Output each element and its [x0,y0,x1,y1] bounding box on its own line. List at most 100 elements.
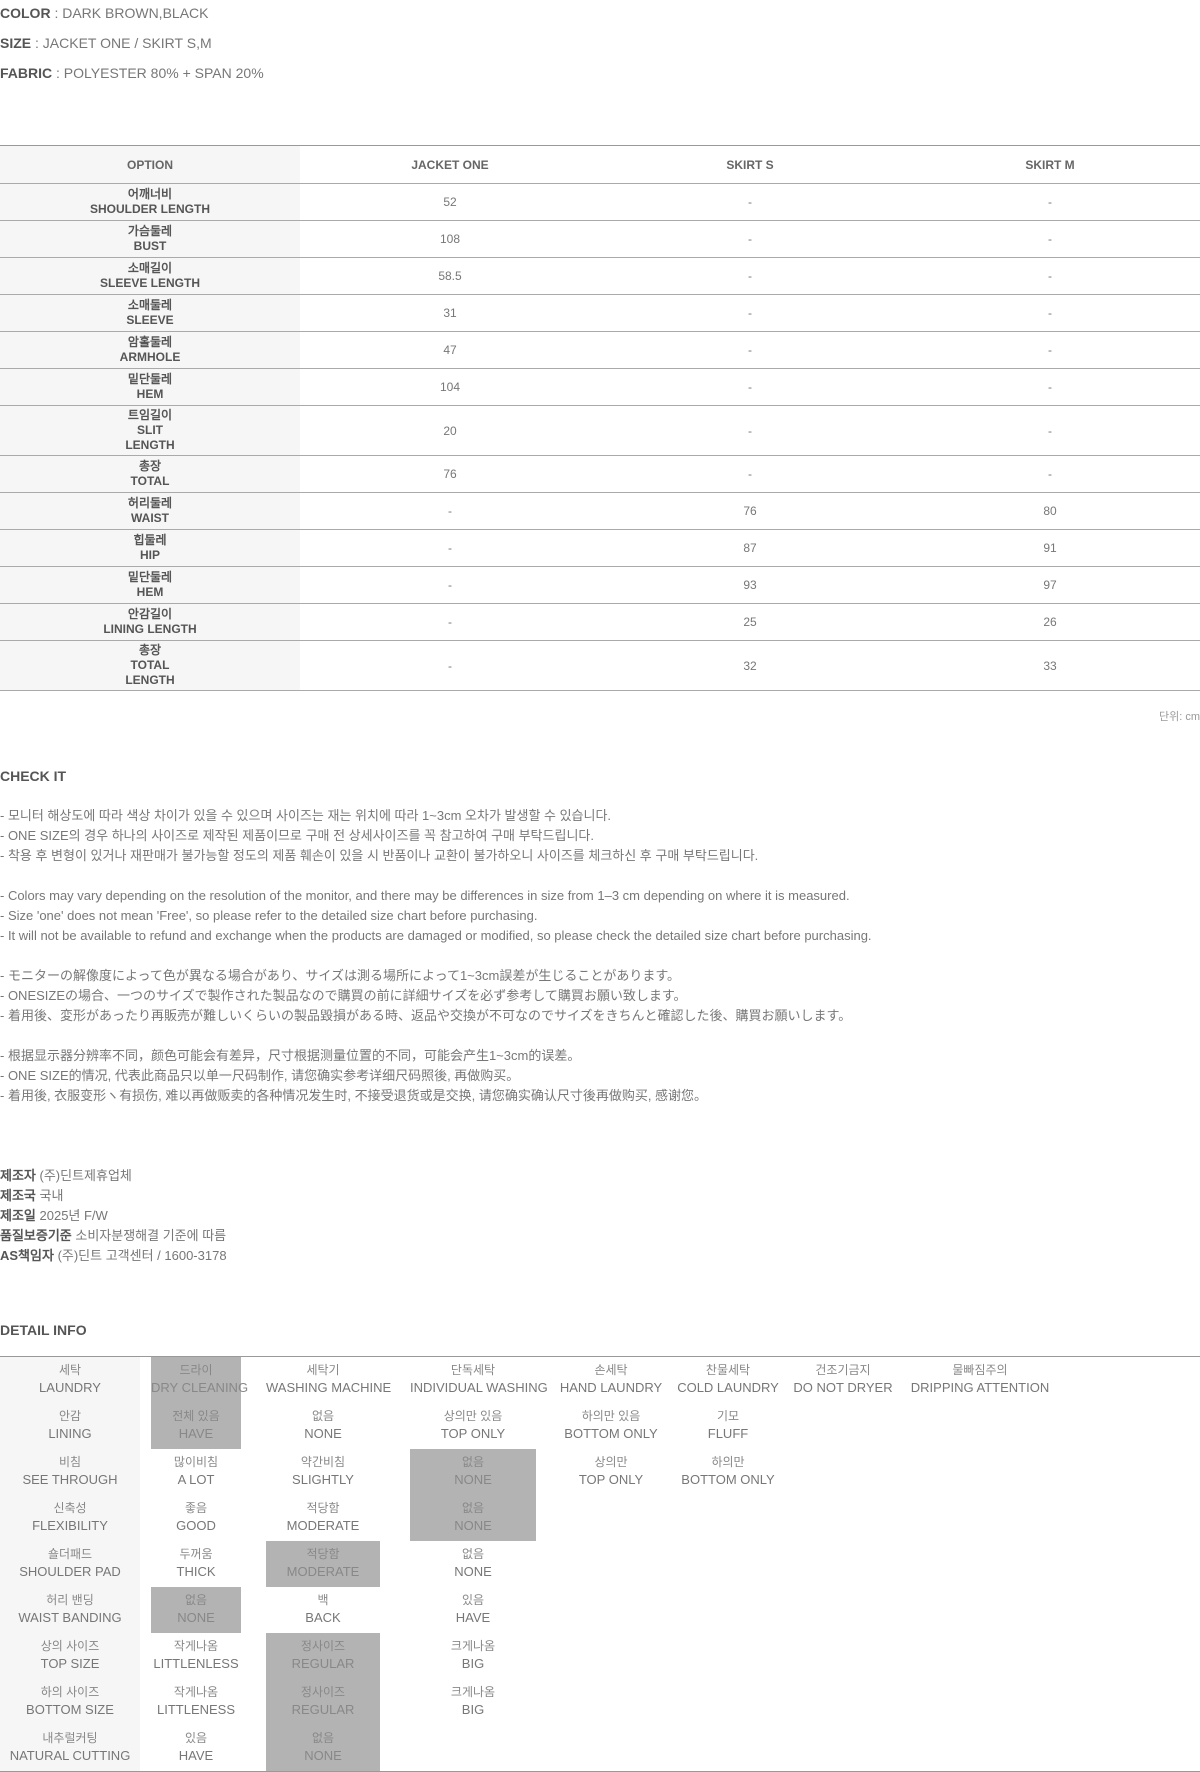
row-value: 20 [300,405,600,456]
note-line: - 着用後、変形があったり再販売が難しいくらいの製品毀損がある時、返品や交換が不… [0,1008,852,1023]
option-ko: 상의만 [594,1455,628,1469]
manufacturer-info: 제조자 (주)딘트제휴업체 제조국 국내 제조일 2025년 F/W 품질보증기준 소… [0,1166,227,1266]
option-en: LITTLENESS [156,1702,236,1717]
note-line: - ONESIZEの場合、一つのサイズで製作された製品なので購買の前に詳細サイズ… [0,988,687,1003]
detail-option: 백 BACK [266,1587,380,1633]
detail-row-label: 세탁 LAUNDRY [0,1357,140,1403]
detail-option: 두꺼움 THICK [151,1541,241,1587]
label-en: WAIST BANDING [18,1610,122,1625]
option-ko: 하의만 있음 [581,1409,641,1423]
option-en: NONE [454,1518,492,1533]
detail-info-title: DETAIL INFO [0,1322,87,1338]
detail-option: 없음 NONE [410,1541,536,1587]
detail-option: 있음 HAVE [410,1587,536,1633]
option-ko: 기모 [716,1409,740,1423]
size-table-row: 트임길이 SLIT LENGTH 20- - [0,405,1200,456]
detail-option-selected: 없음 NONE [410,1495,536,1541]
option-en: TOP ONLY [578,1472,644,1487]
size-table-row: 허리둘레 WAIST -76 80 [0,492,1200,530]
row-value: - [600,331,900,369]
maker-line: 제조일 2025년 F/W [0,1206,227,1226]
check-it-notes: - 모니터 해상도에 따라 색상 차이가 있을 수 있으며 사이즈는 재는 위치… [0,806,872,1106]
option-en: GOOD [176,1518,216,1533]
label-en: BOTTOM SIZE [26,1702,114,1717]
option-ko: 없음 [461,1547,485,1561]
detail-option: 건조기금지 DO NOT DRYER [785,1357,901,1403]
option-ko: 약간비침 [300,1455,346,1469]
option-ko: 건조기금지 [815,1363,871,1377]
option-en: BACK [305,1610,341,1625]
note-line: - モニターの解像度によって色が異なる場合があり、サイズは測る場所によって1~3… [0,968,681,983]
label-en: LINING [48,1426,92,1441]
label-ko: 하의 사이즈 [40,1685,100,1699]
option-ko: 드라이 [179,1363,213,1377]
option-ko: 없음 [184,1593,208,1607]
note-line: - It will not be available to refund and… [0,928,872,943]
option-en: HAVE [178,1426,214,1441]
spec-value: : DARK BROWN,BLACK [50,5,209,21]
row-value: 93 [600,566,900,604]
row-value: - [900,294,1200,332]
option-ko: 전체 있음 [172,1409,220,1423]
detail-option: 없음 NONE [266,1403,380,1449]
row-label: 트임길이 SLIT LENGTH [0,405,300,456]
detail-option: 많이비침 A LOT [151,1449,241,1495]
option-ko: 없음 [461,1455,485,1469]
detail-option-selected: 드라이 DRY CLEANING [151,1357,249,1403]
spec-size: SIZE : JACKET ONE / SKIRT S,M [0,35,212,51]
option-ko: 상의만 있음 [443,1409,503,1423]
row-value: - [900,405,1200,456]
option-en: THICK [176,1564,216,1579]
option-ko: 정사이즈 [300,1685,346,1699]
detail-option-selected: 정사이즈 REGULAR [266,1679,380,1725]
detail-option: 찬물세탁 COLD LAUNDRY [668,1357,788,1403]
detail-option: 크게나옴 BIG [410,1679,536,1725]
row-label: 암홀둘레 ARMHOLE [0,331,300,369]
spec-label: FABRIC [0,65,53,81]
label-en: SEE THROUGH [22,1472,118,1487]
maker-value: 소비자분쟁해결 기준에 따름 [71,1228,227,1243]
label-en: NATURAL CUTTING [9,1748,131,1763]
option-en: DO NOT DRYER [793,1380,893,1395]
option-en: LITTLENLESS [153,1656,239,1671]
detail-option: 손세탁 HAND LAUNDRY [548,1357,674,1403]
detail-row-label: 안감 LINING [0,1403,140,1449]
option-en: BIG [461,1656,485,1671]
size-table-row: 소매길이 SLEEVE LENGTH 58.5- - [0,257,1200,295]
row-label: 가슴둘레 BUST [0,220,300,258]
detail-option: 기모 FLUFF [668,1403,788,1449]
row-label: 총장 TOTAL [0,455,300,493]
spec-label: COLOR [0,5,51,21]
row-value: 91 [900,529,1200,567]
maker-line: 품질보증기준 소비자분쟁해결 기준에 따름 [0,1226,227,1246]
note-line: - 根据显示器分辨率不同，颜色可能会有差异，尺寸根据测量位置的不同，可能会产生1… [0,1048,581,1063]
spec-value: : JACKET ONE / SKIRT S,M [31,35,212,51]
size-table-row: 어깨너비 SHOULDER LENGTH 52- - [0,183,1200,221]
row-value: 80 [900,492,1200,530]
size-table-row: 안감길이 LINING LENGTH -25 26 [0,603,1200,641]
detail-info-grid: 세탁 LAUNDRY 드라이 DRY CLEANING 세탁기 WASHING MACHI… [0,1356,1200,1772]
detail-option: 적당함 MODERATE [266,1495,380,1541]
option-en: HAVE [455,1610,491,1625]
option-en: DRY CLEANING [151,1380,249,1395]
option-ko: 찬물세탁 [705,1363,751,1377]
option-en: HAVE [178,1748,214,1763]
option-ko: 단독세탁 [450,1363,496,1377]
label-ko: 상의 사이즈 [40,1639,100,1653]
note-line: - 着用後, 衣服变形ヽ有损伤, 难以再做贩卖的各种情况发生时, 不接受退货或是… [0,1088,708,1103]
row-value: - [300,529,600,567]
option-ko: 세탁기 [306,1363,340,1377]
detail-option: 상의만 있음 TOP ONLY [410,1403,536,1449]
size-table-row: 밑단둘레 HEM -93 97 [0,566,1200,604]
row-value: - [300,492,600,530]
detail-option: 하의만 있음 BOTTOM ONLY [548,1403,674,1449]
row-label: 어깨너비 SHOULDER LENGTH [0,183,300,221]
maker-label: 제조일 [0,1208,36,1223]
detail-row-label: 하의 사이즈 BOTTOM SIZE [0,1679,140,1725]
row-value: - [900,257,1200,295]
row-label: 밑단둘레 HEM [0,368,300,406]
option-ko: 백 [317,1593,329,1607]
spec-fabric: FABRIC : POLYESTER 80% + SPAN 20% [0,65,264,81]
row-value: - [300,566,600,604]
option-en: WASHING MACHINE [266,1380,392,1395]
